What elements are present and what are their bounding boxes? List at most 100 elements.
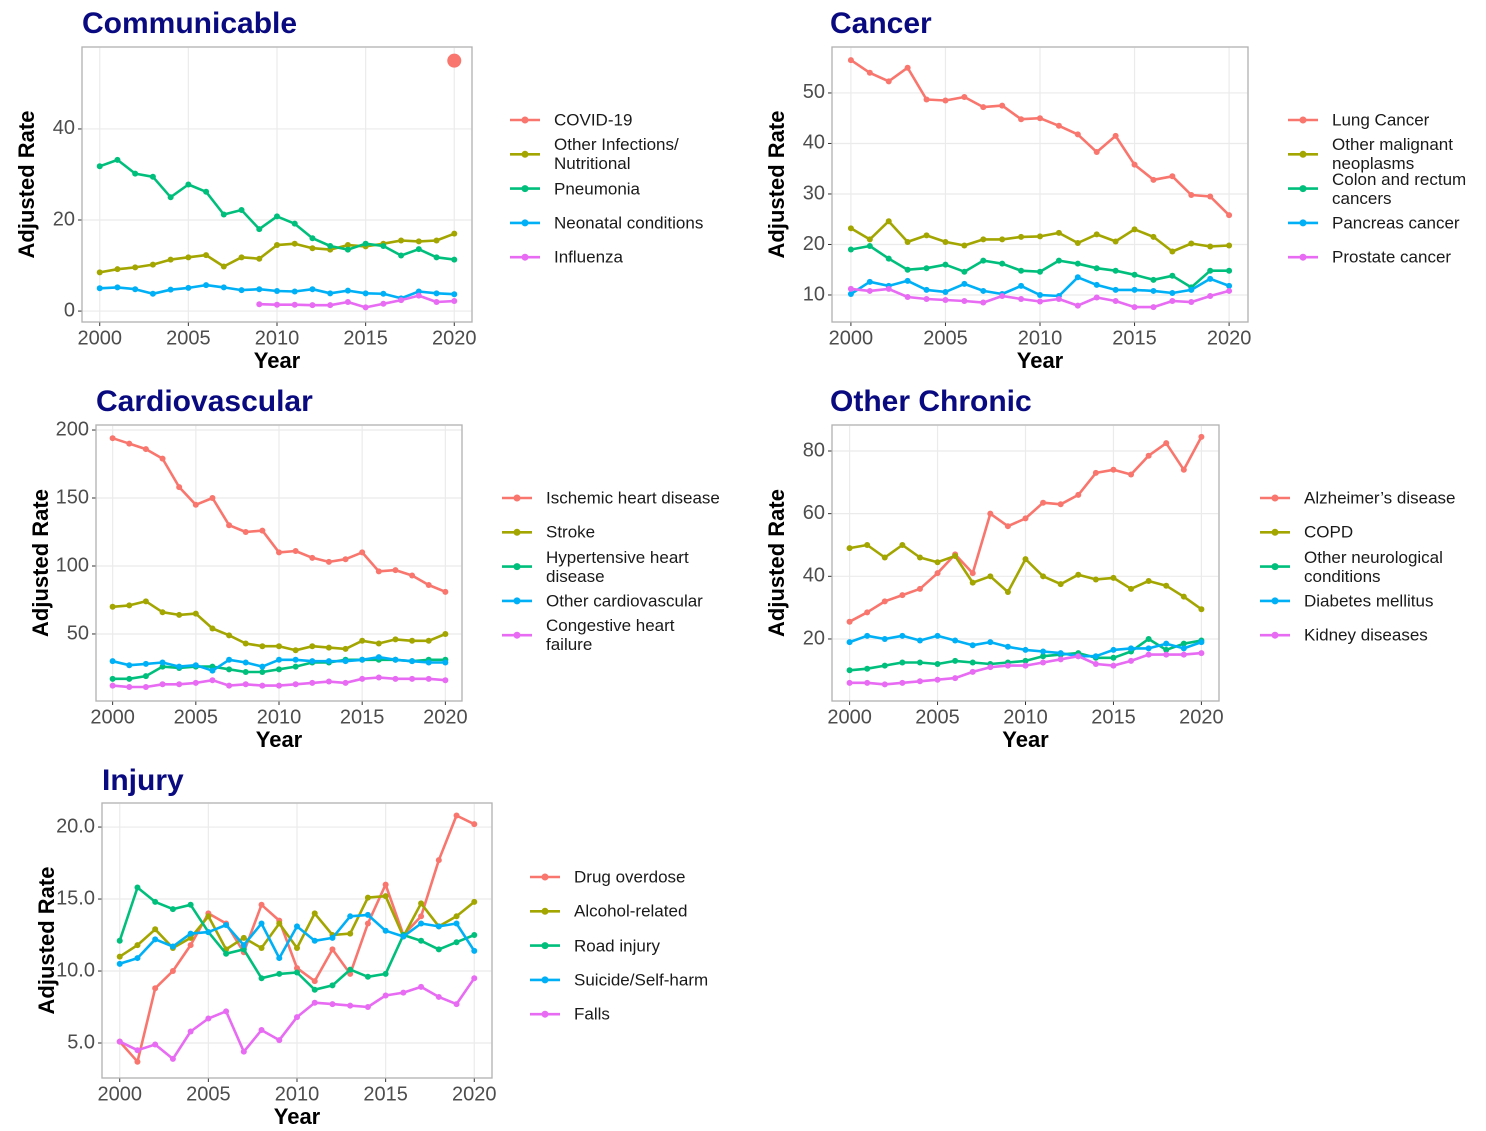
data-point	[192, 679, 199, 686]
data-point	[364, 920, 371, 927]
data-point	[847, 225, 854, 232]
data-point	[1198, 606, 1205, 613]
data-point	[192, 610, 199, 617]
data-point	[1145, 651, 1152, 658]
data-point	[291, 301, 298, 308]
data-point	[952, 637, 959, 644]
data-point	[942, 97, 949, 104]
data-point	[881, 598, 888, 605]
data-point	[342, 645, 349, 652]
data-point	[1075, 571, 1082, 578]
data-point	[999, 292, 1006, 299]
data-point	[987, 664, 994, 671]
data-point	[425, 637, 432, 644]
data-point	[904, 294, 911, 300]
legend-key-dot	[521, 253, 529, 261]
data-point	[1226, 242, 1233, 249]
x-tick-label: 2010	[275, 1083, 320, 1105]
data-point	[425, 675, 432, 682]
data-point	[398, 237, 405, 244]
data-point	[223, 1008, 230, 1015]
legend-key-dot	[1299, 253, 1307, 261]
data-point	[1188, 191, 1195, 198]
data-point	[1163, 582, 1170, 589]
data-point	[327, 302, 334, 309]
data-point	[1188, 240, 1195, 247]
data-point	[169, 906, 176, 913]
y-tick-label: 40	[53, 117, 75, 139]
data-point	[291, 220, 298, 227]
y-tick-label: 150	[56, 486, 89, 508]
data-point	[344, 246, 351, 253]
data-point	[846, 667, 853, 674]
data-point	[899, 541, 906, 548]
data-point	[1040, 659, 1047, 666]
data-point	[167, 256, 174, 263]
data-point	[418, 900, 425, 907]
data-point	[916, 637, 923, 644]
data-point	[1037, 298, 1043, 305]
data-point	[116, 953, 123, 960]
legend-key-dot	[1299, 185, 1307, 193]
data-point	[274, 213, 280, 220]
data-point	[1040, 573, 1047, 580]
data-point	[1131, 161, 1138, 168]
data-point	[380, 300, 387, 307]
legend-label: Influenza	[554, 247, 623, 267]
data-point	[364, 894, 371, 901]
x-tick-label: 2010	[1003, 706, 1048, 728]
data-point	[114, 266, 121, 273]
data-point	[415, 292, 422, 299]
data-point	[209, 625, 216, 632]
data-point	[1150, 276, 1157, 283]
y-tick-label: 10	[803, 283, 825, 305]
data-point	[325, 644, 332, 651]
data-point	[152, 926, 159, 933]
data-point	[259, 669, 266, 676]
data-point	[329, 1001, 336, 1008]
data-point	[471, 975, 478, 982]
data-point	[961, 298, 968, 305]
data-point	[276, 955, 283, 962]
data-point	[471, 898, 478, 905]
data-point	[923, 96, 930, 103]
data-point	[1018, 116, 1025, 123]
data-point	[256, 255, 263, 262]
legend-label: Diabetes mellitus	[1304, 591, 1434, 611]
data-point	[1112, 298, 1119, 305]
legend-key-dot	[513, 528, 521, 536]
data-point	[274, 288, 280, 295]
data-point	[1055, 296, 1062, 303]
data-point	[109, 435, 116, 442]
data-point	[309, 235, 316, 242]
data-point	[1131, 304, 1138, 311]
y-tick-label: 80	[803, 439, 825, 461]
y-tick-label: 40	[803, 565, 825, 587]
x-tick-label: 2015	[1091, 706, 1136, 728]
x-tick-label: 2015	[343, 327, 388, 349]
data-point	[1018, 267, 1025, 274]
y-tick-label: 5.0	[67, 1031, 95, 1053]
data-point	[1180, 645, 1187, 652]
data-point	[1092, 469, 1099, 476]
y-tick-label: 60	[803, 502, 825, 524]
data-point	[344, 298, 351, 305]
data-point	[362, 290, 369, 297]
data-point	[433, 254, 440, 261]
data-point	[276, 1037, 283, 1044]
data-point	[292, 548, 299, 555]
data-point	[259, 527, 266, 534]
data-point	[134, 1047, 141, 1054]
legend-label: Hypertensive heart disease	[546, 547, 689, 586]
data-point	[240, 946, 247, 953]
data-point	[1055, 229, 1062, 236]
data-point	[226, 656, 233, 663]
data-point	[881, 635, 888, 642]
data-point	[1163, 651, 1170, 658]
data-point	[392, 567, 399, 574]
data-point	[1074, 131, 1081, 138]
data-point	[1057, 581, 1064, 588]
data-point	[846, 618, 853, 625]
data-point	[220, 211, 227, 218]
data-point	[176, 484, 183, 491]
